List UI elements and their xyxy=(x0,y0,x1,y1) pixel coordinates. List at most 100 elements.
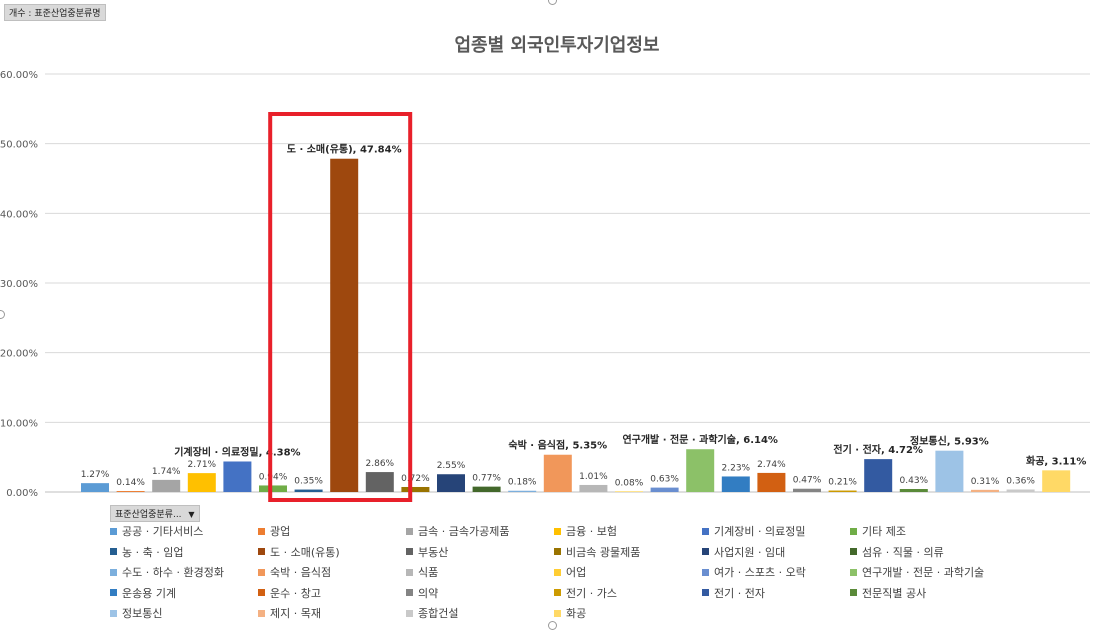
legend-item[interactable]: 화공 xyxy=(554,605,586,621)
bar[interactable] xyxy=(81,483,109,492)
legend-item[interactable]: 전기 · 전자 xyxy=(702,585,765,601)
data-label: 0.35% xyxy=(294,477,323,487)
bar[interactable] xyxy=(472,486,501,492)
legend-item[interactable]: 제지 · 목재 xyxy=(258,605,321,621)
highlight-box xyxy=(268,112,413,502)
bar[interactable] xyxy=(899,489,928,492)
bar[interactable] xyxy=(259,485,287,492)
gridlines xyxy=(45,73,1090,493)
data-label: 2.86% xyxy=(366,459,395,469)
bar[interactable] xyxy=(223,461,252,492)
legend-item[interactable]: 어업 xyxy=(554,564,586,580)
legend-item[interactable]: 여가 · 스포츠 · 오락 xyxy=(702,564,806,580)
data-label: 2.71% xyxy=(188,460,217,470)
legend-item[interactable]: 운수 · 창고 xyxy=(258,585,321,601)
legend-item[interactable]: 금속 · 금속가공제품 xyxy=(406,523,509,539)
legend-swatch xyxy=(850,548,857,555)
data-label: 0.77% xyxy=(472,474,501,484)
legend-item[interactable]: 광업 xyxy=(258,523,290,539)
legend-label: 농 · 축 · 임업 xyxy=(122,545,184,559)
bar[interactable] xyxy=(721,476,750,492)
legend-item[interactable]: 수도 · 하수 · 환경정화 xyxy=(110,564,224,580)
bar[interactable] xyxy=(650,487,679,492)
legend-swatch xyxy=(702,527,709,535)
bar[interactable] xyxy=(116,491,145,492)
legend-swatch xyxy=(554,609,561,617)
bar[interactable] xyxy=(615,491,643,492)
legend-item[interactable]: 기계장비 · 의료정밀 xyxy=(702,523,805,539)
legend-item[interactable]: 기타 제조 xyxy=(850,523,906,539)
legend-swatch xyxy=(554,548,561,555)
data-label: 0.63% xyxy=(650,475,679,485)
legend-item[interactable]: 정보통신 xyxy=(110,605,162,621)
data-label: 2.23% xyxy=(722,463,751,473)
data-label: 0.47% xyxy=(793,476,822,486)
bar[interactable] xyxy=(757,472,786,492)
legend-label: 광업 xyxy=(270,525,291,538)
bar[interactable] xyxy=(935,450,964,492)
y-axis-tick-labels: 0.00% 10.00% 20.00% 30.00% 40.00% 50.00% 60.00… xyxy=(0,70,38,499)
legend-item[interactable]: 전기 · 가스 xyxy=(554,585,617,601)
bar[interactable] xyxy=(401,486,430,492)
legend-item[interactable]: 전문직별 공사 xyxy=(850,585,926,601)
legend-item[interactable]: 식품 xyxy=(406,564,438,580)
legend-item[interactable]: 숙박 · 음식점 xyxy=(258,564,331,580)
bar[interactable] xyxy=(543,454,572,492)
legend-item[interactable]: 도 · 소매(유통) xyxy=(258,544,340,560)
resize-handle-top[interactable] xyxy=(548,0,557,5)
legend-swatch xyxy=(258,527,265,535)
legend-item[interactable]: 의약 xyxy=(406,585,438,601)
bar[interactable] xyxy=(793,488,821,492)
data-label: 1.27% xyxy=(81,470,110,480)
bar[interactable] xyxy=(508,490,537,492)
axis-field-button[interactable]: 표준산업중분류... ▼ xyxy=(110,505,200,522)
value-field-button[interactable]: 개수 : 표준산업중분류명 xyxy=(4,4,106,21)
bar[interactable] xyxy=(152,479,181,492)
legend-swatch xyxy=(406,589,413,596)
legend-label: 전기 · 가스 xyxy=(566,586,617,600)
legend-swatch xyxy=(110,568,117,576)
bar[interactable] xyxy=(1042,470,1071,492)
data-label: 1.01% xyxy=(579,472,608,482)
legend-item[interactable]: 섬유 · 직물 · 의류 xyxy=(850,544,944,560)
data-label: 2.74% xyxy=(757,460,786,470)
data-label: 2.55% xyxy=(437,461,466,471)
legend-swatch xyxy=(258,609,265,617)
bar[interactable] xyxy=(686,449,715,492)
axis-field-label: 표준산업중분류... xyxy=(115,510,182,520)
bar[interactable] xyxy=(187,473,216,492)
y-tick-label: 40.00% xyxy=(0,209,38,220)
data-label: 숙박 · 음식점, 5.35% xyxy=(508,439,607,452)
y-tick-label: 60.00% xyxy=(0,70,38,81)
bar[interactable] xyxy=(864,459,893,492)
legend-item[interactable]: 종합건설 xyxy=(406,605,458,621)
legend-item[interactable]: 농 · 축 · 임업 xyxy=(110,544,183,560)
bar[interactable] xyxy=(294,489,323,492)
y-tick-label: 0.00% xyxy=(6,488,38,499)
legend-swatch xyxy=(406,568,413,576)
legend-item[interactable]: 운송용 기계 xyxy=(110,585,176,601)
bar[interactable] xyxy=(437,474,465,492)
bar[interactable] xyxy=(828,490,857,492)
legend-label: 전문직별 공사 xyxy=(862,586,927,600)
bar[interactable] xyxy=(971,489,999,492)
legend-label: 금속 · 금속가공제품 xyxy=(418,525,510,538)
bar[interactable] xyxy=(365,472,394,492)
legend-item[interactable]: 연구개발 · 전문 · 과학기술 xyxy=(850,564,984,580)
legend-item[interactable]: 금융 · 보험 xyxy=(554,523,617,539)
resize-handle-left[interactable] xyxy=(0,310,5,319)
legend-label: 비금속 광물제품 xyxy=(566,545,641,559)
data-label: 0.14% xyxy=(116,478,145,488)
data-label: 0.72% xyxy=(401,474,430,484)
legend-item[interactable]: 부동산 xyxy=(406,544,448,560)
bar[interactable] xyxy=(1006,489,1035,492)
legend-label: 운송용 기계 xyxy=(122,586,177,600)
bar[interactable] xyxy=(330,158,359,492)
legend-label: 운수 · 창고 xyxy=(270,586,321,600)
legend-item[interactable]: 사업지원 · 임대 xyxy=(702,544,785,560)
data-label: 정보통신, 5.93% xyxy=(910,435,989,448)
legend-item[interactable]: 공공 · 기타서비스 xyxy=(110,523,203,539)
legend-item[interactable]: 비금속 광물제품 xyxy=(554,544,640,560)
bar[interactable] xyxy=(579,484,608,492)
